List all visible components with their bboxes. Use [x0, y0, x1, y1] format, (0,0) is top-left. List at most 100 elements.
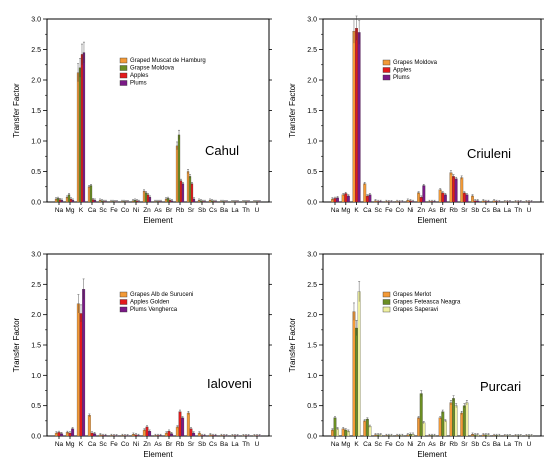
x-tick-label: Ca	[88, 207, 97, 214]
legend-swatch	[382, 299, 391, 305]
bar	[422, 185, 426, 203]
x-tick-label: Br	[440, 441, 447, 448]
y-tick-label: 0.5	[307, 403, 317, 410]
x-tick-label: La	[231, 441, 239, 448]
bar	[80, 54, 84, 203]
x-axis-label: Element	[417, 450, 447, 459]
legend-swatch	[119, 306, 128, 313]
legend-swatch	[382, 74, 391, 81]
x-tick-label: La	[504, 441, 512, 448]
bar	[454, 178, 458, 203]
x-tick-label: As	[428, 207, 436, 214]
legend-label: Plums	[130, 81, 147, 87]
bar	[422, 422, 426, 437]
legend-label: Grapse Moldova	[130, 66, 175, 72]
bar	[365, 418, 369, 437]
bar	[357, 32, 361, 203]
y-tick-label: 0.0	[307, 434, 317, 441]
x-tick-label: Ni	[407, 207, 413, 214]
x-tick-label: Na	[55, 441, 64, 448]
x-tick-label: Sc	[374, 441, 382, 448]
legend-label: Apples Golden	[130, 300, 169, 306]
x-tick-label: Na	[55, 207, 64, 214]
y-axis-label: Transfer Factor	[288, 317, 297, 372]
x-tick-label: U	[527, 441, 532, 448]
panel-label: Ialoveni	[207, 376, 252, 391]
panel-ialoveni: 0.0 0.5 1.0 1.5 2.0 2.5 3.0 Transfer Factor Na Mg…	[12, 252, 272, 459]
x-tick-label: Na	[331, 441, 340, 448]
y-tick-label: 1.0	[31, 373, 41, 380]
bar	[190, 183, 194, 203]
panel-purcari: 0.0 0.5 1.0 1.5 2.0 2.5 3.0 Transfer Factor Na Mg…	[288, 252, 544, 459]
bar	[441, 192, 445, 203]
x-tick-label: Ni	[133, 207, 139, 214]
legend-swatch	[119, 291, 128, 298]
x-tick-label: Ba	[493, 207, 501, 214]
legend-swatch	[119, 299, 128, 305]
bar	[352, 311, 356, 437]
y-tick-label: 1.0	[31, 139, 41, 146]
x-tick-label: Ba	[220, 207, 228, 214]
y-tick-label: 0.0	[31, 200, 41, 207]
panel-label: Cahul	[205, 143, 239, 158]
bar	[355, 28, 358, 203]
legend-swatch	[119, 65, 128, 71]
x-tick-label: U	[255, 207, 260, 214]
x-tick-label: Mg	[65, 207, 74, 214]
bar	[417, 417, 421, 437]
legend-swatch	[382, 291, 391, 298]
y-tick-label: 3.0	[307, 17, 317, 24]
bar	[186, 412, 190, 437]
bar	[333, 417, 337, 437]
x-tick-label: Sr	[188, 207, 195, 214]
x-tick-label: Rb	[176, 441, 185, 448]
legend-label: Plums Vengherca	[130, 307, 178, 313]
y-tick-label: 3.0	[31, 252, 41, 259]
legend-swatch	[119, 72, 128, 79]
bar	[355, 327, 358, 437]
x-tick-label: Sb	[471, 207, 479, 214]
bar	[188, 176, 192, 203]
legend-swatch	[119, 80, 128, 86]
y-tick-label: 0.5	[307, 169, 317, 176]
y-tick-label: 0.0	[31, 434, 41, 441]
x-tick-label: Cs	[209, 207, 218, 214]
x-tick-label: Th	[514, 441, 522, 448]
x-tick-label: Sb	[198, 207, 206, 214]
x-tick-label: Ca	[363, 441, 372, 448]
x-tick-label: K	[354, 207, 359, 214]
x-tick-label: Th	[242, 207, 250, 214]
bar	[76, 303, 80, 437]
x-tick-label: As	[428, 441, 436, 448]
bar	[438, 189, 442, 203]
x-tick-label: Mg	[341, 441, 350, 448]
bar	[368, 426, 372, 437]
legend-swatch	[382, 306, 391, 313]
panel-cahul: 0.0 0.5 1.0 1.5 2.0 2.5 3.0 Transfer Factor Na Mg…	[12, 17, 272, 225]
bar	[178, 411, 182, 437]
x-tick-label: Mg	[341, 207, 350, 214]
y-tick-label: 2.5	[307, 47, 317, 54]
legend-label: Grapes Merlot	[393, 292, 431, 298]
y-tick-label: 1.0	[307, 373, 317, 380]
x-tick-label: K	[79, 207, 84, 214]
bar	[89, 185, 93, 203]
bar	[177, 134, 181, 203]
x-tick-label: La	[504, 207, 512, 214]
bar	[417, 192, 421, 203]
legend-swatch	[382, 59, 391, 66]
x-tick-label: Sr	[461, 207, 468, 214]
x-tick-label: Ba	[220, 441, 228, 448]
legend-label: Plums	[393, 75, 410, 81]
bar	[142, 190, 146, 203]
panel-label: Purcari	[480, 379, 521, 394]
bar	[452, 398, 455, 437]
y-tick-label: 0.5	[31, 169, 41, 176]
x-tick-label: Zn	[417, 441, 425, 448]
bar	[181, 417, 185, 437]
x-tick-label: K	[354, 441, 359, 448]
bar	[449, 172, 453, 203]
bar	[175, 426, 179, 437]
x-tick-label: Co	[396, 207, 405, 214]
